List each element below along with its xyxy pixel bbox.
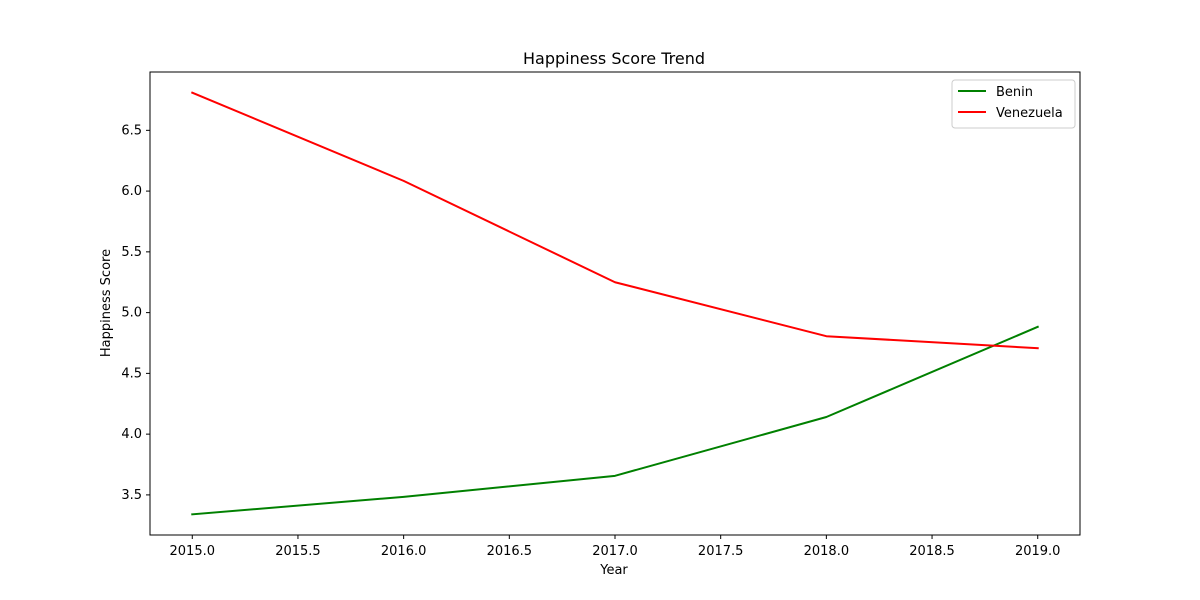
y-tick-label: 3.5 <box>121 488 142 503</box>
plot-area-border <box>149 71 1081 536</box>
x-axis: 2015.0 2015.5 2016.0 2016.5 2017.0 2017.5 2018… <box>170 535 1061 559</box>
legend: Benin Venezuela <box>951 79 1076 129</box>
x-tick-label: 2016.0 <box>381 544 427 559</box>
x-tick-label: 2019.0 <box>1015 544 1061 559</box>
x-tick-label: 2017.0 <box>592 544 638 559</box>
plot-frame <box>149 71 1081 536</box>
x-axis-label: Year <box>599 563 628 578</box>
x-tick-label: 2018.0 <box>804 544 850 559</box>
y-tick-label: 5.5 <box>121 245 142 260</box>
x-tick-label: 2017.5 <box>698 544 744 559</box>
chart-title: Happiness Score Trend <box>523 49 705 68</box>
y-axis: 3.5 4.0 4.5 5.0 5.5 6.0 6.5 <box>121 123 150 503</box>
y-tick-label: 6.0 <box>121 184 142 199</box>
y-tick-label: 4.0 <box>121 427 142 442</box>
x-tick-label: 2015.0 <box>170 544 216 559</box>
x-tick-label: 2018.5 <box>909 544 955 559</box>
x-tick-label: 2015.5 <box>275 544 321 559</box>
y-tick-label: 5.0 <box>121 306 142 321</box>
series-line-venezuela <box>190 91 1039 350</box>
legend-label-benin: Benin <box>996 85 1033 100</box>
series-line-benin <box>191 325 1040 516</box>
y-tick-label: 4.5 <box>121 366 142 381</box>
y-tick-label: 6.5 <box>121 123 142 138</box>
y-axis-label: Happiness Score <box>99 249 114 357</box>
legend-label-venezuela: Venezuela <box>996 106 1063 121</box>
series-layer <box>190 91 1040 516</box>
x-tick-label: 2016.5 <box>487 544 533 559</box>
